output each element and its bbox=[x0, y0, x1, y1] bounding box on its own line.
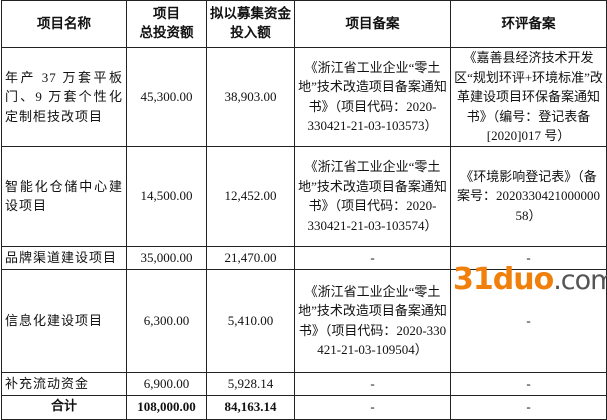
env-filing: 《嘉善县经济技术开发区“规划环评+环境标准”改革建设项目环保备案通知书》（编号：… bbox=[450, 47, 607, 147]
total-investment: 45,300.00 bbox=[126, 47, 207, 147]
raised-funds: 12,452.00 bbox=[206, 145, 295, 247]
env-filing: - bbox=[450, 245, 607, 270]
total-label: 合计 bbox=[1, 394, 127, 420]
total-investment-sum: 108,000.00 bbox=[126, 394, 207, 420]
header-raised-funds-text: 拟以募集资金 投入额 bbox=[210, 6, 291, 41]
env-filing: 《环境影响登记表》（备案号：202033042100000058） bbox=[450, 145, 607, 247]
header-raised-funds: 拟以募集资金 投入额 bbox=[206, 0, 295, 48]
project-filing: - bbox=[294, 394, 451, 420]
project-name: 补充流动资金 bbox=[1, 371, 127, 396]
raised-funds-sum: 84,163.14 bbox=[206, 394, 295, 420]
project-filing: 《浙江省工业企业“零土地”技术改造项目备案通知书》（项目代码：2020-3304… bbox=[294, 47, 451, 147]
header-total-investment-text: 项目 总投资额 bbox=[139, 6, 194, 41]
total-investment: 6,900.00 bbox=[126, 371, 207, 396]
table-row: 品牌渠道建设项目 35,000.00 21,470.00 - - bbox=[1, 245, 607, 270]
project-name: 年产 37 万套平板门、9 万套个性化定制柜技改项目 bbox=[1, 47, 127, 147]
project-name: 信息化建设项目 bbox=[1, 268, 127, 373]
total-investment: 35,000.00 bbox=[126, 245, 207, 270]
header-project-filing: 项目备案 bbox=[294, 0, 451, 48]
header-project-name: 项目名称 bbox=[1, 0, 127, 48]
table-row: 信息化建设项目 6,300.00 5,410.00 《浙江省工业企业“零土地”技… bbox=[1, 268, 607, 373]
project-filing: - bbox=[294, 371, 451, 396]
header-total-investment: 项目 总投资额 bbox=[126, 0, 207, 48]
header-row: 项目名称 项目 总投资额 拟以募集资金 投入额 项目备案 环评备案 bbox=[1, 0, 607, 48]
total-investment: 6,300.00 bbox=[126, 268, 207, 373]
project-filing: 《浙江省工业企业“零土地”技术改造项目备案通知书》（项目代码：2020-3304… bbox=[294, 268, 451, 373]
project-name: 智能化仓储中心建设项目 bbox=[1, 145, 127, 247]
project-filing: 《浙江省工业企业“零土地”技术改造项目备案通知书》（项目代码：2020-3304… bbox=[294, 145, 451, 247]
watermark-accent: 31duo bbox=[453, 262, 554, 297]
total-investment: 14,500.00 bbox=[126, 145, 207, 247]
raised-funds: 5,928.14 bbox=[206, 371, 295, 396]
raised-funds: 21,470.00 bbox=[206, 245, 295, 270]
env-filing: - bbox=[450, 394, 607, 420]
raised-funds: 38,903.00 bbox=[206, 47, 295, 147]
env-filing: - bbox=[450, 371, 607, 396]
env-filing: - bbox=[450, 268, 607, 373]
watermark-logo: 31duo.com bbox=[453, 262, 607, 299]
total-row: 合计 108,000.00 84,163.14 - - bbox=[1, 394, 607, 420]
table-row: 补充流动资金 6,900.00 5,928.14 - - bbox=[1, 371, 607, 396]
project-name: 品牌渠道建设项目 bbox=[1, 245, 127, 270]
header-env-filing: 环评备案 bbox=[450, 0, 607, 48]
table-row: 智能化仓储中心建设项目 14,500.00 12,452.00 《浙江省工业企业… bbox=[1, 145, 607, 247]
raised-funds: 5,410.00 bbox=[206, 268, 295, 373]
project-filing: - bbox=[294, 245, 451, 270]
table-row: 年产 37 万套平板门、9 万套个性化定制柜技改项目 45,300.00 38,… bbox=[1, 47, 607, 147]
watermark-rest: .com bbox=[553, 265, 607, 296]
